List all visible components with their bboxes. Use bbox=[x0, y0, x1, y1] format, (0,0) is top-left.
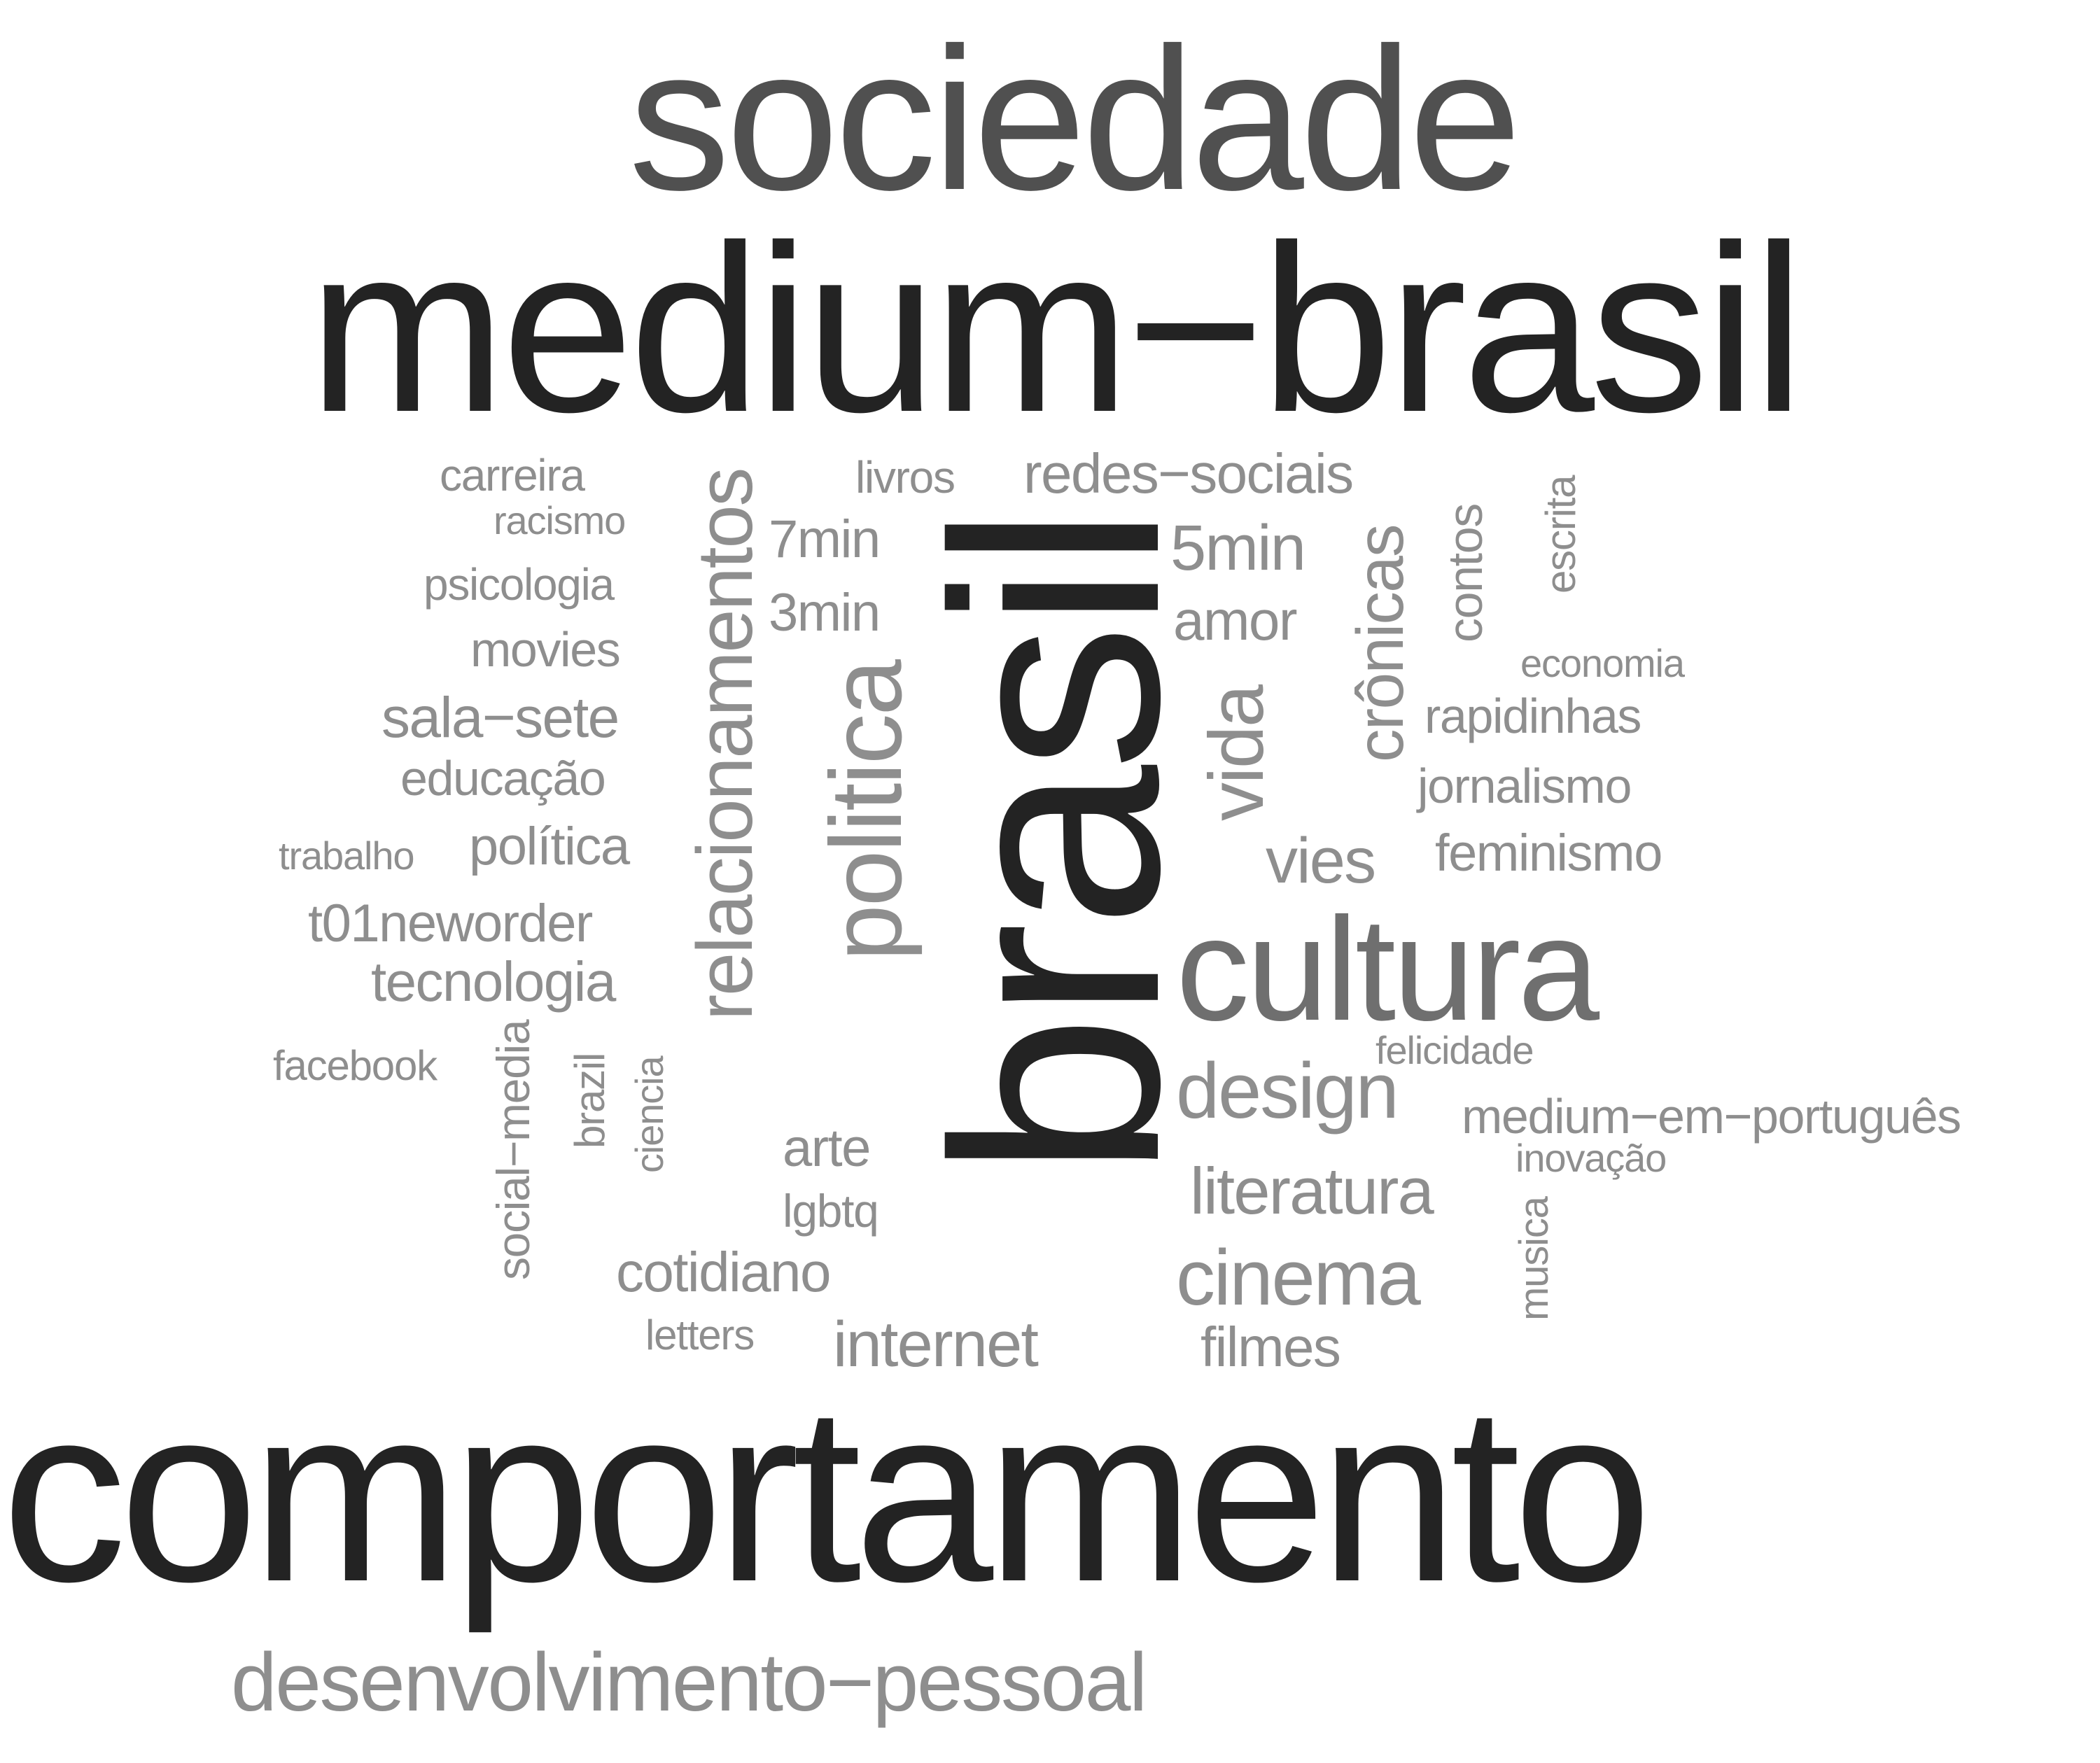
word-5min: 5min bbox=[1170, 512, 1306, 584]
word-vida: vida bbox=[1194, 686, 1280, 821]
word-amor: amor bbox=[1173, 589, 1297, 652]
word-rapidinhas: rapidinhas bbox=[1424, 689, 1642, 743]
word-ciencia: ciencia bbox=[627, 1056, 671, 1173]
word-economia: economia bbox=[1520, 641, 1685, 685]
word-contos: contos bbox=[1438, 504, 1492, 642]
word-internet: internet bbox=[833, 1309, 1039, 1380]
word-filmes: filmes bbox=[1200, 1316, 1341, 1378]
word-t01neworder: t01neworder bbox=[308, 894, 593, 953]
word-letters: letters bbox=[645, 1312, 755, 1358]
word-7min: 7min bbox=[769, 510, 881, 569]
word-movies: movies bbox=[470, 622, 621, 677]
word-comportamento: comportamento bbox=[1, 1354, 1652, 1634]
word-felicidade: felicidade bbox=[1376, 1028, 1534, 1072]
word-tecnologia: tecnologia bbox=[371, 950, 616, 1013]
word-social-media: social−media bbox=[487, 1020, 539, 1280]
word-cotidiano: cotidiano bbox=[616, 1241, 831, 1303]
word-arte: arte bbox=[783, 1118, 871, 1178]
word-facebook: facebook bbox=[273, 1042, 438, 1089]
word-redes-sociais: redes−sociais bbox=[1023, 442, 1354, 505]
word-brasil: brasil bbox=[892, 510, 1221, 1178]
word-desenvolvimento-pessoal: desenvolvimento−pessoal bbox=[231, 1636, 1147, 1729]
word-relacionamentos: relacionamentos bbox=[681, 468, 769, 1020]
word-cronicas: crônicas bbox=[1343, 525, 1418, 762]
word-racismo: racismo bbox=[493, 498, 626, 542]
word-carreira: carreira bbox=[440, 450, 585, 500]
word-trabalho: trabalho bbox=[279, 834, 415, 878]
word-medium-brasil: medium−brasil bbox=[308, 196, 1805, 462]
word-politica: politica bbox=[809, 661, 923, 961]
word-design: design bbox=[1176, 1047, 1399, 1135]
word-livros: livros bbox=[855, 452, 955, 503]
word-literatura: literatura bbox=[1190, 1154, 1434, 1228]
word-brazil: brazil bbox=[566, 1053, 613, 1149]
word-musica: musica bbox=[1511, 1197, 1557, 1321]
word-feminismo: feminismo bbox=[1435, 824, 1662, 882]
word-vies: vies bbox=[1266, 825, 1376, 897]
word-psicologia: psicologia bbox=[424, 559, 615, 610]
word-politica-accent: política bbox=[469, 817, 630, 876]
word-3min: 3min bbox=[769, 583, 881, 642]
word-escrita: escrita bbox=[1537, 475, 1584, 593]
word-sala-sete: sala−sete bbox=[382, 686, 620, 750]
word-jornalismo: jornalismo bbox=[1418, 759, 1632, 813]
word-sociedade: sociedade bbox=[629, 6, 1522, 232]
word-educacao: educação bbox=[400, 751, 606, 806]
word-cultura: cultura bbox=[1176, 887, 1600, 1051]
word-medium-em-portugues: medium−em−português bbox=[1462, 1089, 1961, 1144]
word-lgbtq: lgbtq bbox=[783, 1185, 879, 1237]
word-inovacao: inovação bbox=[1516, 1136, 1667, 1180]
word-cinema: cinema bbox=[1176, 1234, 1421, 1321]
